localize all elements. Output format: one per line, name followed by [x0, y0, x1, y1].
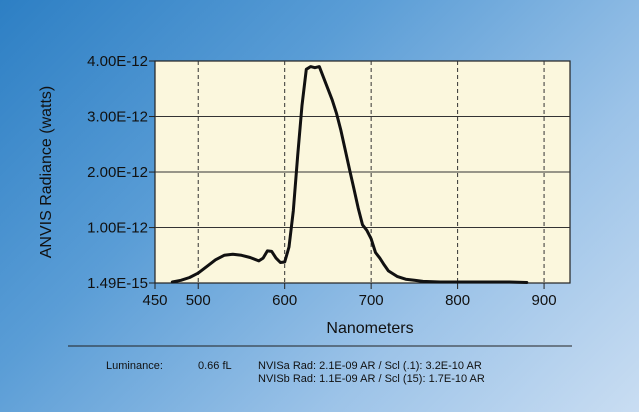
x-tick-label: 900	[532, 292, 557, 309]
nvisb-readout: NVISb Rad: 1.1E-09 AR / Scl (15): 1.7E-1…	[258, 373, 485, 385]
y-tick-label: 1.00E-12	[87, 220, 148, 237]
luminance-value: 0.66 fL	[198, 360, 232, 372]
x-tick-label: 600	[272, 292, 297, 309]
y-tick-label: 4.00E-12	[87, 53, 148, 70]
y-axis-title: ANVIS Radiance (watts)	[38, 86, 55, 259]
x-tick-label: 700	[359, 292, 384, 309]
x-tick-label: 800	[445, 292, 470, 309]
y-tick-label: 1.49E-15	[87, 275, 148, 292]
luminance-label: Luminance:	[106, 360, 163, 372]
x-tick-label: 450	[142, 292, 167, 309]
x-axis-title: Nanometers	[326, 320, 413, 337]
radiance-series-line	[170, 65, 529, 284]
x-tick-label: 500	[186, 292, 211, 309]
y-tick-label: 2.00E-12	[87, 164, 148, 181]
y-tick-label: 3.00E-12	[87, 109, 148, 126]
nvisa-readout: NVISa Rad: 2.1E-09 AR / Scl (.1): 3.2E-1…	[258, 360, 482, 372]
